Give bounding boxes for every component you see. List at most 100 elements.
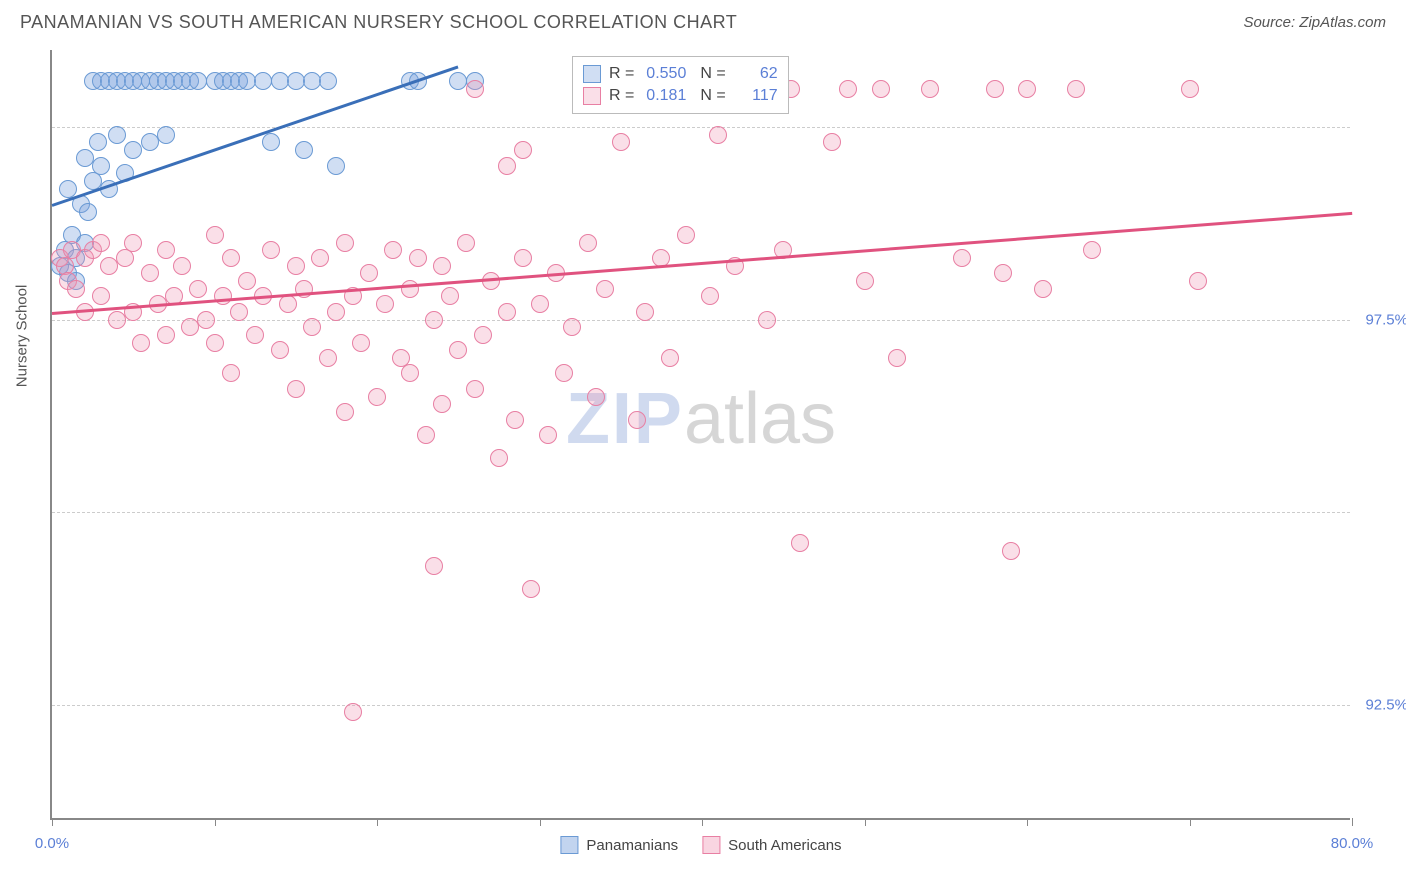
scatter-point — [287, 380, 305, 398]
scatter-point — [514, 141, 532, 159]
watermark-atlas: atlas — [684, 379, 836, 459]
scatter-point — [498, 157, 516, 175]
stat-label: N = — [700, 87, 725, 105]
scatter-point — [466, 80, 484, 98]
scatter-point — [888, 349, 906, 367]
scatter-point — [327, 303, 345, 321]
scatter-point — [262, 241, 280, 259]
scatter-point — [457, 234, 475, 252]
scatter-point — [222, 364, 240, 382]
legend-swatch — [702, 836, 720, 854]
scatter-point — [596, 280, 614, 298]
scatter-point — [376, 295, 394, 313]
scatter-point — [206, 226, 224, 244]
scatter-point — [319, 349, 337, 367]
stat-r-value: 0.550 — [642, 65, 686, 83]
y-tick-label: 92.5% — [1356, 696, 1406, 713]
scatter-point — [531, 295, 549, 313]
scatter-point — [262, 133, 280, 151]
scatter-point — [92, 234, 110, 252]
scatter-point — [384, 241, 402, 259]
scatter-point — [197, 311, 215, 329]
scatter-point — [823, 133, 841, 151]
scatter-point — [173, 257, 191, 275]
scatter-point — [1018, 80, 1036, 98]
scatter-point — [327, 157, 345, 175]
scatter-point — [344, 703, 362, 721]
scatter-point — [1181, 80, 1199, 98]
chart-plot-area: ZIPatlas 92.5%97.5%0.0%80.0%R =0.550N =6… — [50, 50, 1350, 820]
scatter-point — [360, 264, 378, 282]
scatter-point — [433, 395, 451, 413]
scatter-point — [856, 272, 874, 290]
x-tick — [52, 818, 53, 826]
scatter-point — [79, 203, 97, 221]
stats-row: R =0.181N =117 — [583, 85, 778, 107]
watermark: ZIPatlas — [566, 378, 836, 460]
watermark-zip: ZIP — [566, 379, 684, 459]
scatter-point — [758, 311, 776, 329]
scatter-point — [498, 303, 516, 321]
scatter-point — [401, 280, 419, 298]
x-tick — [540, 818, 541, 826]
scatter-point — [417, 426, 435, 444]
scatter-point — [116, 249, 134, 267]
scatter-point — [238, 272, 256, 290]
scatter-point — [587, 388, 605, 406]
scatter-point — [466, 380, 484, 398]
scatter-point — [612, 133, 630, 151]
scatter-point — [295, 141, 313, 159]
scatter-point — [490, 449, 508, 467]
scatter-point — [579, 234, 597, 252]
scatter-point — [636, 303, 654, 321]
scatter-point — [89, 133, 107, 151]
legend-label: South Americans — [728, 837, 841, 854]
scatter-point — [157, 241, 175, 259]
scatter-point — [474, 326, 492, 344]
scatter-point — [230, 303, 248, 321]
scatter-point — [555, 364, 573, 382]
y-axis-title: Nursery School — [14, 285, 31, 388]
scatter-point — [506, 411, 524, 429]
scatter-point — [409, 249, 427, 267]
scatter-point — [336, 403, 354, 421]
scatter-point — [141, 133, 159, 151]
scatter-point — [701, 287, 719, 305]
scatter-point — [709, 126, 727, 144]
scatter-point — [425, 311, 443, 329]
scatter-point — [279, 295, 297, 313]
scatter-point — [522, 580, 540, 598]
scatter-point — [157, 126, 175, 144]
scatter-point — [108, 311, 126, 329]
scatter-point — [100, 257, 118, 275]
legend-swatch — [560, 836, 578, 854]
stat-label: R = — [609, 65, 634, 83]
scatter-point — [539, 426, 557, 444]
scatter-point — [677, 226, 695, 244]
scatter-point — [1083, 241, 1101, 259]
scatter-point — [986, 80, 1004, 98]
scatter-point — [108, 126, 126, 144]
scatter-point — [425, 557, 443, 575]
scatter-point — [1189, 272, 1207, 290]
scatter-point — [953, 249, 971, 267]
x-tick-label: 0.0% — [35, 835, 69, 852]
legend-swatch — [583, 87, 601, 105]
chart-title: PANAMANIAN VS SOUTH AMERICAN NURSERY SCH… — [20, 12, 737, 33]
scatter-point — [921, 80, 939, 98]
scatter-point — [92, 287, 110, 305]
gridline — [52, 512, 1350, 513]
scatter-point — [271, 341, 289, 359]
scatter-point — [661, 349, 679, 367]
scatter-point — [1067, 80, 1085, 98]
chart-source: Source: ZipAtlas.com — [1243, 14, 1386, 31]
scatter-point — [132, 334, 150, 352]
scatter-point — [401, 364, 419, 382]
scatter-point — [872, 80, 890, 98]
scatter-point — [67, 280, 85, 298]
scatter-point — [206, 334, 224, 352]
stat-label: R = — [609, 87, 634, 105]
legend-swatch — [583, 65, 601, 83]
stat-n-value: 62 — [734, 65, 778, 83]
scatter-point — [628, 411, 646, 429]
